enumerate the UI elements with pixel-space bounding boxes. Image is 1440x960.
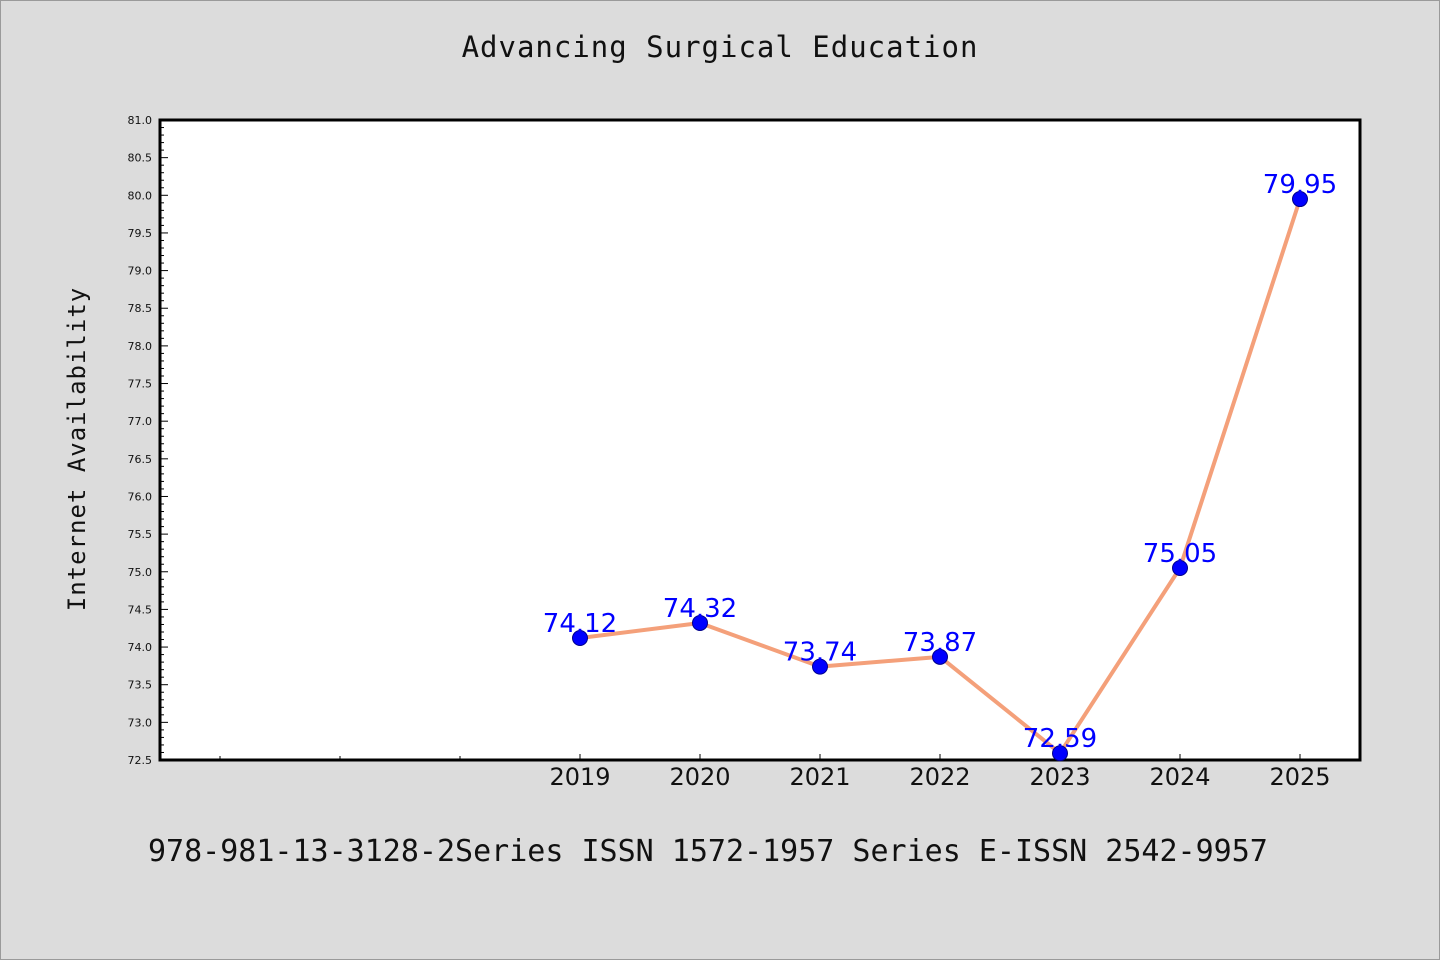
y-tick-label: 73.0 — [128, 716, 153, 729]
x-axis: 2019 2020 2021 2022 2023 2024 2025 — [219, 754, 1331, 791]
y-tick-label: 74.5 — [128, 603, 153, 616]
y-axis: 72.5 73.0 73.5 74.0 74.5 75.0 75.5 76.0 76.5 77.0… — [128, 114, 168, 767]
y-tick-label: 75.5 — [128, 528, 153, 541]
data-label: 73.74 — [783, 638, 857, 668]
y-tick-label: 77.5 — [128, 378, 153, 391]
x-tick-label: 2020 — [669, 763, 730, 791]
y-tick-label: 78.5 — [128, 302, 153, 315]
data-label: 72.59 — [1023, 724, 1097, 754]
y-tick-label: 80.0 — [128, 189, 153, 202]
y-tick-label: 76.0 — [128, 490, 153, 503]
data-point — [572, 630, 588, 647]
data-label: 74.32 — [663, 594, 737, 624]
footer-note: 978-981-13-3128-2Series ISSN 1572-1957 S… — [148, 834, 1268, 869]
y-tick-label: 76.5 — [128, 453, 153, 466]
plot-area — [158, 118, 1362, 762]
x-tick-label: 2022 — [909, 763, 970, 791]
y-tick-label: 79.5 — [128, 227, 153, 240]
x-tick-label: 2019 — [549, 763, 610, 791]
y-tick-label: 72.5 — [128, 754, 153, 767]
data-point — [1052, 745, 1068, 762]
data-label: 75.05 — [1143, 539, 1217, 569]
y-tick-label: 73.5 — [128, 679, 153, 692]
data-point — [932, 648, 948, 665]
y-tick-label: 74.0 — [128, 641, 153, 654]
y-tick-label: 77.0 — [128, 415, 153, 428]
x-tick-label: 2024 — [1149, 763, 1210, 791]
x-tick-label: 2023 — [1029, 763, 1090, 791]
data-point — [1172, 560, 1188, 576]
chart-title: Advancing Surgical Education — [461, 30, 979, 64]
data-point — [812, 658, 828, 675]
y-tick-label: 80.5 — [128, 152, 153, 165]
x-tick-label: 2021 — [789, 763, 850, 791]
y-tick-label: 75.0 — [128, 566, 153, 579]
data-label: 74.12 — [543, 609, 617, 639]
y-tick-label: 79.0 — [128, 265, 153, 278]
data-series: 74.12 74.32 73.74 73.87 72.59 75.05 79.95 — [543, 170, 1337, 762]
y-tick-label: 81.0 — [128, 114, 153, 127]
y-tick-label: 78.0 — [128, 340, 153, 353]
data-point — [692, 614, 708, 631]
x-tick-label: 2025 — [1269, 763, 1330, 791]
data-point — [1292, 191, 1308, 208]
data-label: 73.87 — [903, 628, 977, 658]
data-label: 79.95 — [1263, 170, 1337, 200]
